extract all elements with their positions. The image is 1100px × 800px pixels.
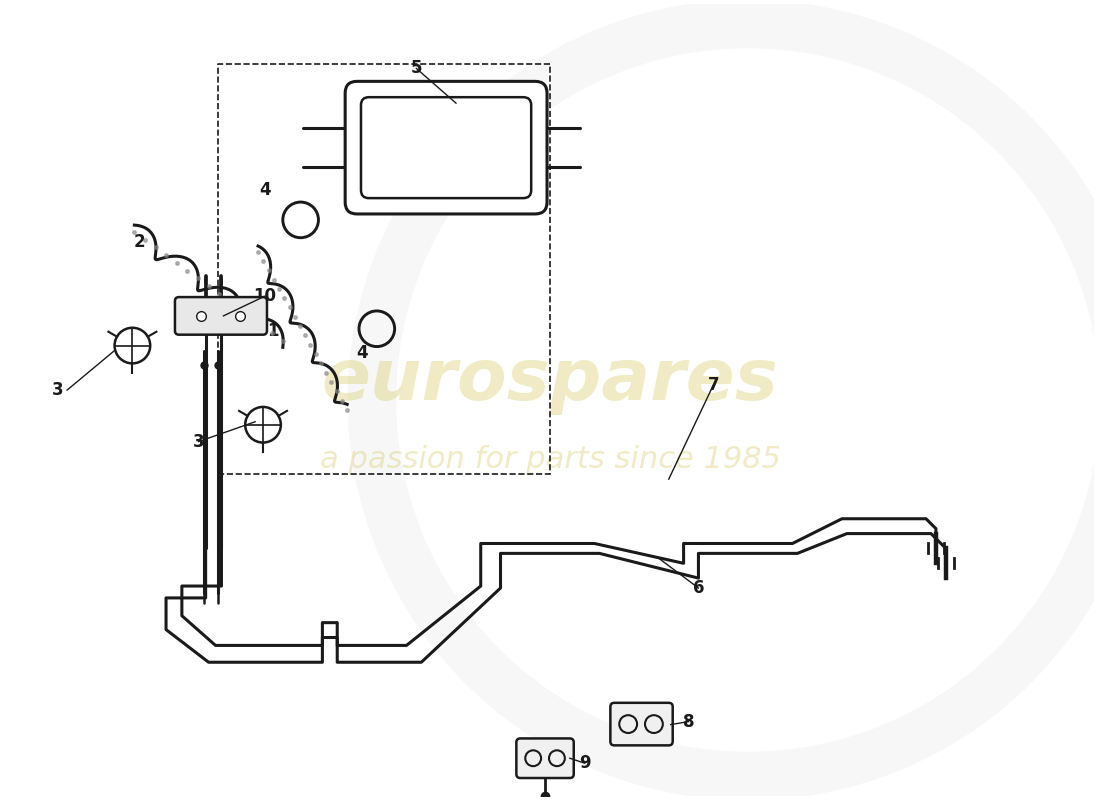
FancyBboxPatch shape	[175, 297, 267, 334]
Text: 2: 2	[133, 233, 145, 250]
Text: 7: 7	[707, 376, 719, 394]
Text: eurospares: eurospares	[321, 346, 779, 414]
Text: 5: 5	[410, 59, 422, 78]
Text: 6: 6	[693, 579, 704, 597]
Text: 3: 3	[52, 381, 63, 399]
Text: a passion for parts since 1985: a passion for parts since 1985	[319, 445, 781, 474]
Text: 1: 1	[267, 322, 278, 340]
Text: 4: 4	[260, 182, 271, 199]
FancyBboxPatch shape	[361, 97, 531, 198]
FancyBboxPatch shape	[345, 82, 547, 214]
Text: 9: 9	[579, 754, 591, 772]
FancyBboxPatch shape	[610, 703, 673, 746]
Text: 3: 3	[192, 433, 205, 450]
FancyBboxPatch shape	[516, 738, 574, 778]
Text: 4: 4	[356, 343, 367, 362]
Text: 10: 10	[253, 287, 276, 305]
Text: 8: 8	[683, 713, 694, 730]
